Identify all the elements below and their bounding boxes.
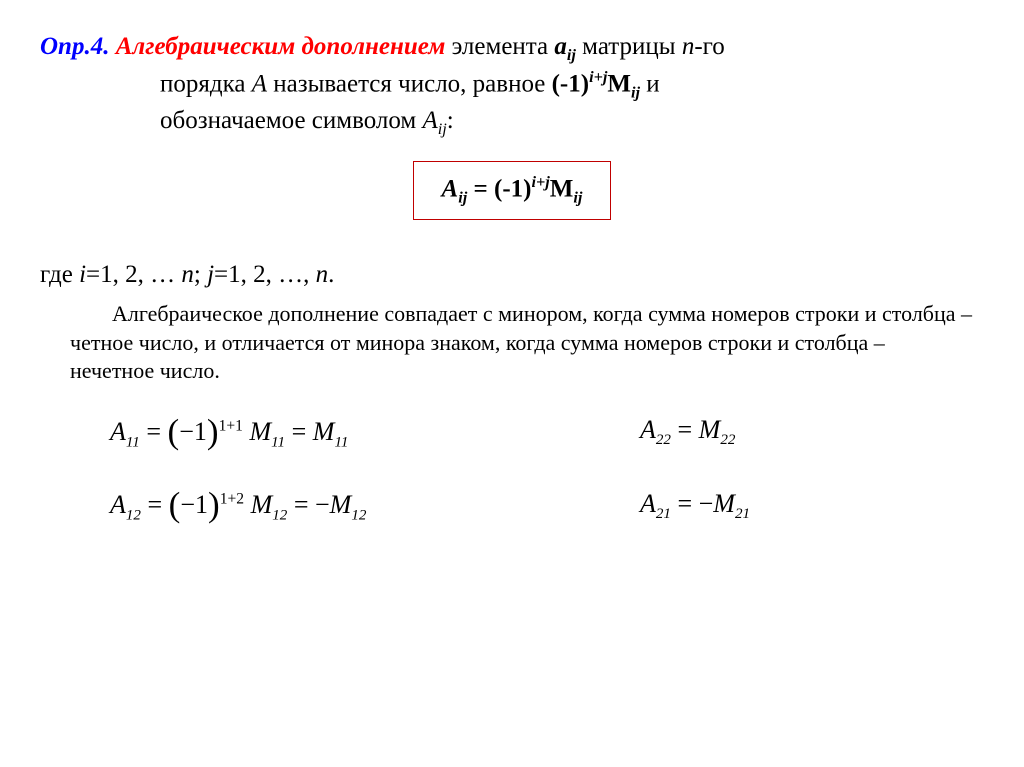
Aij-sub: ij xyxy=(438,120,447,138)
eq-A: A xyxy=(110,417,126,446)
matrix-A: A xyxy=(252,70,267,97)
def-line2: порядка A называется число, равное (-1)i… xyxy=(40,67,984,104)
f-A-sub: ij xyxy=(458,188,467,206)
eq-eq2: = − xyxy=(287,491,329,520)
def-line3: обозначаемое символом Aij: xyxy=(40,104,984,141)
eq-M: M xyxy=(713,489,735,518)
eq-M: M xyxy=(243,417,271,446)
eq-sup: 1+1 xyxy=(219,417,243,434)
eq-eq: = xyxy=(671,415,699,444)
note-paragraph: Алгебраическое дополнение совпадает с ми… xyxy=(40,300,984,386)
rparen: ) xyxy=(208,485,220,524)
def-text: обозначаемое символом xyxy=(160,107,422,134)
def-text: элемента xyxy=(452,33,555,60)
where-i: i xyxy=(79,261,86,288)
eq-neg1: −1 xyxy=(179,417,207,446)
def-text: : xyxy=(447,107,454,134)
eq-sub: 22 xyxy=(656,433,671,449)
aij-sub: ij xyxy=(567,46,576,64)
aij-a: a xyxy=(554,33,567,60)
lparen: ( xyxy=(168,412,180,451)
where-j: j xyxy=(207,261,214,288)
eq-a12: A12 = (−1)1+2 M12 = −M12 xyxy=(40,481,590,528)
where-n2: n xyxy=(316,261,329,288)
eq-row-2: A12 = (−1)1+2 M12 = −M12 A21 = −M21 xyxy=(40,481,984,528)
eq-sup: 1+2 xyxy=(220,491,244,508)
eq-eq: = xyxy=(140,417,168,446)
eq-A: A xyxy=(110,491,126,520)
def-text: матрицы xyxy=(582,33,682,60)
eq-sub: 11 xyxy=(126,434,140,450)
eq-neg1: −1 xyxy=(180,491,208,520)
eq-row-1: A11 = (−1)1+1 M11 = M11 A22 = M22 xyxy=(40,408,984,455)
n: n xyxy=(682,33,695,60)
Mij-sub: ij xyxy=(631,83,640,101)
eq-eq2: = xyxy=(285,417,313,446)
neg1: (-1) xyxy=(552,70,589,97)
eq-eq: = xyxy=(141,491,169,520)
eq-M-sub: 11 xyxy=(271,434,285,450)
formula-container: Aij = (-1)i+jMij xyxy=(40,141,984,240)
eq-M2: M xyxy=(330,491,352,520)
eq-M: M xyxy=(244,491,272,520)
eq-eq: = − xyxy=(671,489,713,518)
sup-ij: i+j xyxy=(589,68,607,86)
where-eq1: =1, 2, … xyxy=(86,261,181,288)
rparen: ) xyxy=(207,412,219,451)
where-sep: ; xyxy=(194,261,207,288)
M: M xyxy=(607,70,631,97)
eq-M2-sub: 12 xyxy=(351,508,366,524)
formula-box: Aij = (-1)i+jMij xyxy=(413,161,612,220)
eq-M-sub: 12 xyxy=(272,508,287,524)
f-neg1: (-1) xyxy=(494,175,531,202)
where-eq2: =1, 2, …, xyxy=(214,261,316,288)
eq-sub: 21 xyxy=(656,506,671,522)
eq-A: A xyxy=(640,489,656,518)
where-prefix: где xyxy=(40,261,79,288)
f-A: A xyxy=(442,175,459,202)
eq-A: A xyxy=(640,415,656,444)
definition-term: Алгебраическим дополнением xyxy=(116,33,446,60)
eq-M2: M xyxy=(313,417,335,446)
where-dot: . xyxy=(328,261,334,288)
where-line: где i=1, 2, … n; j=1, 2, …, n. xyxy=(40,258,984,292)
def-text: порядка xyxy=(160,70,252,97)
definition-label: Опр.4. xyxy=(40,33,109,60)
def-text: называется число, равное xyxy=(273,70,551,97)
f-M-sub: ij xyxy=(573,188,582,206)
Aij-A: A xyxy=(422,107,437,134)
equations-block: A11 = (−1)1+1 M11 = M11 A22 = M22 A12 = … xyxy=(40,408,984,529)
eq-M2-sub: 11 xyxy=(334,434,348,450)
where-n1: n xyxy=(181,261,194,288)
definition-block: Опр.4. Алгебраическим дополнением элемен… xyxy=(40,30,984,141)
f-sup: i+j xyxy=(532,173,550,191)
def-text: и xyxy=(646,70,659,97)
eq-a21: A21 = −M21 xyxy=(590,486,750,525)
eq-a22: A22 = M22 xyxy=(590,412,735,451)
def-text: -го xyxy=(694,33,724,60)
eq-M-sub: 21 xyxy=(735,506,750,522)
eq-M: M xyxy=(699,415,721,444)
f-eq: = xyxy=(467,175,494,202)
eq-M-sub: 22 xyxy=(720,433,735,449)
f-M: M xyxy=(550,175,574,202)
eq-a11: A11 = (−1)1+1 M11 = M11 xyxy=(40,408,590,455)
eq-sub: 12 xyxy=(126,508,141,524)
lparen: ( xyxy=(169,485,181,524)
